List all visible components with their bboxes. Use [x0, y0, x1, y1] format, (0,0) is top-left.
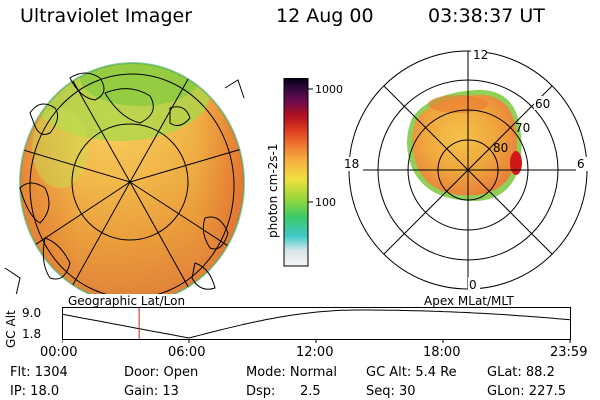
status-glon: GLon: 227.5 [487, 384, 567, 399]
altitude-xtick-0000: 00:00 [40, 345, 78, 360]
colorbar-unit-label: photon cm-2s-1 [266, 143, 280, 239]
app-title: Ultraviolet Imager [20, 5, 193, 27]
altitude-xtick-2359: 23:59 [550, 345, 588, 360]
colorbar-tick-100: 100 [315, 196, 336, 209]
status-seq: Seq: 30 [366, 384, 416, 399]
status-glat: GLat: 88.2 [487, 365, 555, 380]
status-gain: Gain: 13 [124, 384, 179, 399]
altitude-ylabel: GC Alt [4, 310, 18, 348]
status-flt: Flt: 1304 [10, 365, 68, 380]
colorbar: 1000 100 [283, 78, 343, 267]
altitude-plot-frame [62, 307, 571, 340]
mlat-label-60: 60 [535, 97, 550, 111]
mlat-label-80: 80 [493, 141, 508, 155]
altitude-xtick-0600: 06:00 [168, 345, 206, 360]
altitude-ytick-max: 9.0 [22, 306, 42, 320]
status-dsp-label: Dsp: [246, 384, 276, 399]
mlt-label-12: 12 [473, 48, 488, 62]
time-label: 03:38:37 UT [428, 5, 545, 27]
colorbar-tick-1000: 1000 [315, 83, 343, 96]
altitude-plot [62, 307, 571, 343]
mlt-label-0: 0 [469, 278, 477, 292]
status-dsp-value: 2.5 [300, 384, 321, 399]
status-mode: Mode: Normal [246, 365, 337, 380]
geographic-image [4, 62, 245, 294]
geo-panel-label: Geographic Lat/Lon [68, 294, 186, 308]
altitude-curve [62, 309, 571, 339]
status-gc-alt: GC Alt: 5.4 Re [366, 365, 457, 380]
auroral-peak-marker [510, 151, 522, 175]
altitude-ytick-min: 1.8 [22, 327, 42, 341]
polar-plot: 12 0 18 6 60 70 80 [343, 48, 588, 292]
date-label: 12 Aug 00 [276, 5, 374, 27]
mlt-label-18: 18 [344, 157, 359, 171]
mlt-label-6: 6 [577, 157, 585, 171]
status-door: Door: Open [124, 365, 199, 380]
mlat-label-70: 70 [515, 121, 530, 135]
altitude-xtick-1800: 18:00 [423, 345, 461, 360]
colorbar-gradient [283, 78, 309, 267]
status-ip: IP: 18.0 [10, 384, 60, 399]
polar-panel-label: Apex MLat/MLT [424, 294, 514, 308]
altitude-xtick-1200: 12:00 [296, 345, 334, 360]
